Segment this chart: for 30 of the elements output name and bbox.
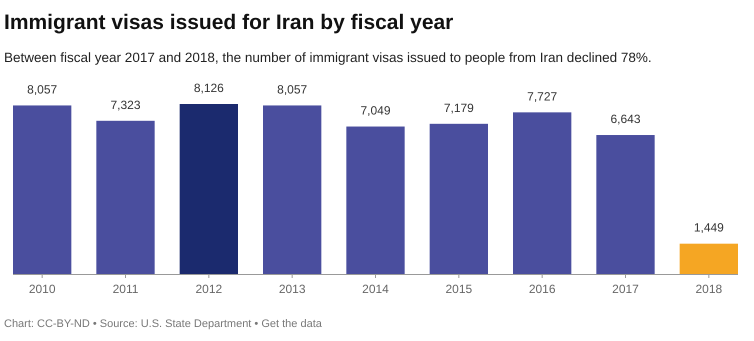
x-tick-label: 2013 (278, 282, 306, 296)
text: Chart: CC-BY-ND • Source: U.S. State Department • Get the data (4, 318, 323, 330)
data-label: 6,643 (610, 112, 641, 126)
data-label: 8,057 (277, 82, 308, 96)
x-tick-label: 2010 (28, 282, 56, 296)
data-label: 1,449 (694, 220, 724, 235)
bar (513, 112, 572, 274)
x-tick-label: 2014 (362, 282, 390, 296)
bar (13, 105, 72, 274)
chart-subtitle: Between fiscal year 2017 and 2018, the number of immigrant visas issued to people from Iran declined 78%. (4, 50, 652, 65)
bar (430, 124, 488, 274)
bar (346, 126, 405, 274)
x-tick-label: 2018 (695, 282, 723, 296)
data-label: 7,323 (110, 98, 141, 112)
x-tick-label: 2012 (195, 282, 223, 296)
bar (596, 135, 655, 274)
x-tick-label: 2017 (612, 282, 640, 296)
data-label: 7,179 (444, 100, 474, 115)
data-label: 8,126 (194, 81, 224, 95)
bar (180, 104, 238, 274)
data-label: 7,049 (360, 104, 391, 118)
x-tick-label: 2011 (112, 282, 139, 296)
data-label: 7,727 (527, 89, 558, 104)
data-label: 8,057 (27, 82, 58, 96)
bar (96, 120, 155, 274)
chart-title: Immigrant visas issued for Iran by fiscal year (4, 11, 454, 34)
bar (680, 244, 738, 274)
bar (263, 105, 322, 274)
x-tick-label: 2016 (528, 282, 556, 296)
x-tick-label: 2015 (445, 282, 473, 296)
